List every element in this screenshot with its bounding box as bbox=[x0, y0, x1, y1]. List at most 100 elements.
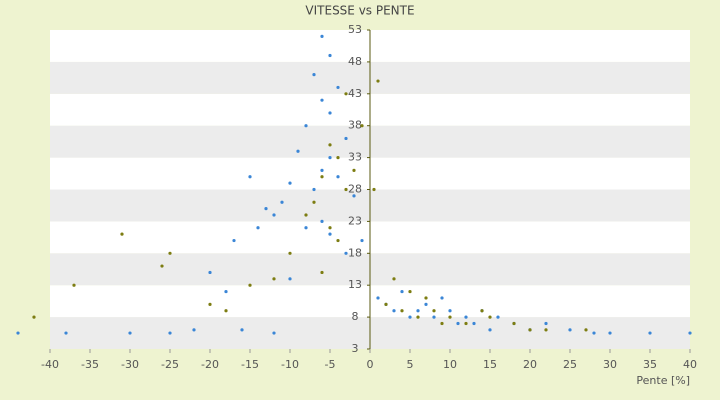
y-tick-label: 38 bbox=[348, 119, 362, 132]
point bbox=[344, 92, 348, 96]
point bbox=[272, 213, 276, 217]
point bbox=[320, 219, 324, 223]
y-tick-label: 43 bbox=[348, 87, 362, 100]
point bbox=[344, 251, 348, 255]
x-tick-label: -35 bbox=[81, 358, 99, 371]
point bbox=[328, 226, 332, 230]
x-tick-label: -10 bbox=[281, 358, 299, 371]
point bbox=[320, 168, 324, 172]
point bbox=[392, 277, 396, 281]
point bbox=[304, 213, 308, 217]
x-tick-label: 0 bbox=[367, 358, 374, 371]
point bbox=[512, 321, 516, 326]
point bbox=[372, 187, 376, 192]
point bbox=[240, 328, 244, 332]
point bbox=[464, 315, 468, 319]
x-axis-label: Pente [%] bbox=[636, 374, 690, 387]
point bbox=[336, 175, 340, 179]
point bbox=[488, 315, 492, 319]
point bbox=[464, 321, 468, 326]
point bbox=[160, 264, 164, 268]
point bbox=[448, 315, 452, 319]
point bbox=[360, 124, 364, 128]
x-tick-label: 25 bbox=[563, 358, 577, 371]
point bbox=[208, 270, 212, 275]
x-tick-label: -25 bbox=[161, 358, 179, 371]
point bbox=[408, 315, 412, 319]
point bbox=[328, 232, 332, 236]
y-tick-label: 13 bbox=[348, 278, 362, 291]
y-tick-label: 48 bbox=[348, 55, 362, 68]
point bbox=[344, 187, 348, 192]
y-tick-label: 8 bbox=[352, 310, 359, 323]
x-tick-label: -40 bbox=[41, 358, 59, 371]
point bbox=[224, 289, 228, 294]
point bbox=[448, 309, 452, 313]
x-tick-label: 5 bbox=[407, 358, 414, 371]
point bbox=[528, 328, 532, 332]
y-tick-label: 33 bbox=[348, 151, 362, 164]
point bbox=[168, 331, 172, 335]
point bbox=[336, 238, 340, 243]
point bbox=[248, 283, 252, 287]
point bbox=[544, 321, 548, 326]
x-tick-label: 30 bbox=[603, 358, 617, 371]
point bbox=[312, 73, 316, 77]
x-tick-label: -15 bbox=[241, 358, 259, 371]
x-tick-label: 15 bbox=[483, 358, 497, 371]
point bbox=[328, 53, 332, 58]
point bbox=[376, 296, 380, 300]
y-tick-label: 53 bbox=[348, 23, 362, 36]
point bbox=[432, 309, 436, 313]
point bbox=[320, 270, 324, 275]
point bbox=[408, 289, 412, 294]
point bbox=[456, 321, 460, 326]
point bbox=[128, 331, 132, 335]
x-tick-label: -20 bbox=[201, 358, 219, 371]
point bbox=[344, 136, 348, 141]
point bbox=[288, 181, 292, 185]
y-tick-label: 28 bbox=[348, 183, 362, 196]
point bbox=[360, 238, 364, 243]
y-tick-label: 18 bbox=[348, 246, 362, 259]
point bbox=[392, 309, 396, 313]
point bbox=[400, 309, 404, 313]
point bbox=[424, 296, 428, 300]
point bbox=[312, 200, 316, 204]
point bbox=[472, 321, 476, 326]
point bbox=[608, 331, 612, 335]
point bbox=[440, 321, 444, 326]
point bbox=[328, 111, 332, 115]
point bbox=[224, 309, 228, 313]
point bbox=[232, 238, 236, 243]
point bbox=[288, 251, 292, 255]
point bbox=[336, 85, 340, 90]
point bbox=[320, 175, 324, 179]
point bbox=[320, 98, 324, 102]
point bbox=[32, 315, 36, 319]
y-tick-label: 23 bbox=[348, 214, 362, 227]
point bbox=[440, 296, 444, 300]
point bbox=[480, 309, 484, 313]
point bbox=[264, 207, 268, 211]
y-tick-label: 3 bbox=[352, 342, 359, 355]
point bbox=[280, 200, 284, 204]
x-tick-label: 20 bbox=[523, 358, 537, 371]
point bbox=[328, 143, 332, 147]
point bbox=[592, 331, 596, 335]
point bbox=[432, 315, 436, 319]
point bbox=[648, 331, 652, 335]
x-tick-label: -30 bbox=[121, 358, 139, 371]
chart-title: VITESSE vs PENTE bbox=[305, 4, 414, 18]
point bbox=[304, 124, 308, 128]
point bbox=[400, 289, 404, 294]
point bbox=[304, 226, 308, 230]
point bbox=[376, 79, 380, 83]
point bbox=[584, 328, 588, 332]
x-tick-label: 40 bbox=[683, 358, 697, 371]
point bbox=[336, 156, 340, 160]
point bbox=[568, 328, 572, 332]
point bbox=[296, 149, 300, 153]
point bbox=[120, 232, 124, 236]
point bbox=[16, 331, 20, 335]
